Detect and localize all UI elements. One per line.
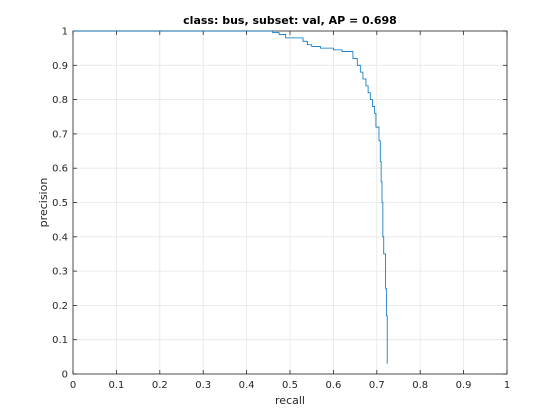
x-tick-label: 0.5 [282, 380, 298, 391]
y-tick-label: 0 [62, 370, 68, 381]
pr-curve-line [73, 30, 388, 364]
axis-ticks: 0 0.1 0.2 0.3 0.4 0.5 0.6 0.7 0.8 0.9 1 0 0.1 0.2 0.3 0… [52, 27, 510, 392]
y-axis-label: precision [37, 178, 50, 228]
x-tick-label: 0.3 [195, 380, 211, 391]
series-layer [73, 30, 388, 364]
y-tick-label: 1 [62, 27, 68, 38]
y-tick-label: 0.9 [52, 61, 68, 72]
x-tick-label: 0.4 [239, 380, 255, 391]
x-tick-label: 0.1 [108, 380, 124, 391]
y-tick-label: 0.3 [52, 267, 68, 278]
y-tick-label: 0.1 [52, 335, 68, 346]
x-tick-label: 0.6 [325, 380, 341, 391]
y-tick-label: 0.7 [52, 129, 68, 140]
x-tick-label: 0.8 [412, 380, 428, 391]
x-tick-label: 0.9 [456, 380, 472, 391]
y-tick-label: 0.8 [52, 95, 68, 106]
x-tick-label: 0.7 [369, 380, 385, 391]
y-tick-label: 0.4 [52, 232, 68, 243]
x-tick-label: 0.2 [152, 380, 168, 391]
chart-title: class: bus, subset: val, AP = 0.698 [183, 14, 397, 27]
y-tick-label: 0.2 [52, 301, 68, 312]
x-tick-label: 1 [504, 380, 510, 391]
y-tick-label: 0.6 [52, 164, 68, 175]
y-tick-label: 0.5 [52, 198, 68, 209]
x-axis-label: recall [275, 394, 305, 407]
x-tick-label: 0 [70, 380, 76, 391]
